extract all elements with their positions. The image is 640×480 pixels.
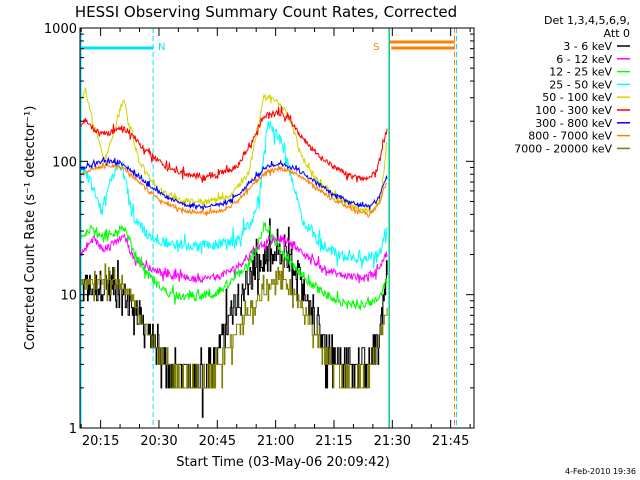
series-line: [80, 156, 388, 211]
series-layer: [80, 87, 388, 418]
y-tick-label: 100: [52, 155, 77, 170]
x-tick-label: 20:45: [199, 434, 236, 449]
y-axis-label: Corrected Count Rate (s⁻¹ detector⁻¹): [23, 106, 38, 351]
plot-frame: [79, 27, 475, 429]
legend-header-line1: Det 1,3,4,5,6,9,: [544, 14, 630, 27]
legend-label: 7000 - 20000 keV: [514, 142, 612, 155]
x-tick-label: 21:45: [432, 434, 469, 449]
series-line: [80, 120, 388, 269]
x-tick-label: 21:15: [315, 434, 352, 449]
legend-label: 12 - 25 keV: [549, 66, 612, 79]
series-line: [80, 105, 388, 183]
x-tick-label: 21:30: [374, 434, 411, 449]
series-line: [80, 221, 388, 311]
x-tick-label: 20:15: [82, 434, 119, 449]
x-tick-label: 20:30: [140, 434, 177, 449]
legend-label: 50 - 100 keV: [542, 91, 612, 104]
legend-label: 300 - 800 keV: [535, 117, 612, 130]
y-tick-label: 1: [69, 422, 77, 437]
series-line: [80, 87, 388, 215]
y-tick-label: 10: [60, 289, 77, 304]
series-line: [80, 162, 388, 219]
legend-label: 800 - 7000 keV: [528, 130, 612, 143]
legend-label: 3 - 6 keV: [563, 40, 612, 53]
x-tick-label: 21:00: [257, 434, 294, 449]
flag-label-S: S: [373, 42, 379, 53]
x-axis-label: Start Time (03-May-06 20:09:42): [176, 455, 390, 470]
chart-title: HESSI Observing Summary Count Rates, Cor…: [75, 3, 457, 21]
series-line: [81, 260, 388, 389]
legend-label: 25 - 50 keV: [549, 78, 612, 91]
y-tick-label: 1000: [44, 22, 77, 37]
legend-header-line2: Att 0: [604, 27, 630, 40]
axes: 20:15 20:30 20:45 21:00 21:15 21:30 21:45 1 10 10…: [44, 22, 474, 449]
footer-date: 4-Feb-2010 19:36: [565, 467, 636, 476]
legend-label: 100 - 300 keV: [535, 104, 612, 117]
legend-label: 6 - 12 keV: [556, 53, 612, 66]
series-line: [80, 233, 388, 285]
flag-label-N: N: [158, 42, 165, 53]
